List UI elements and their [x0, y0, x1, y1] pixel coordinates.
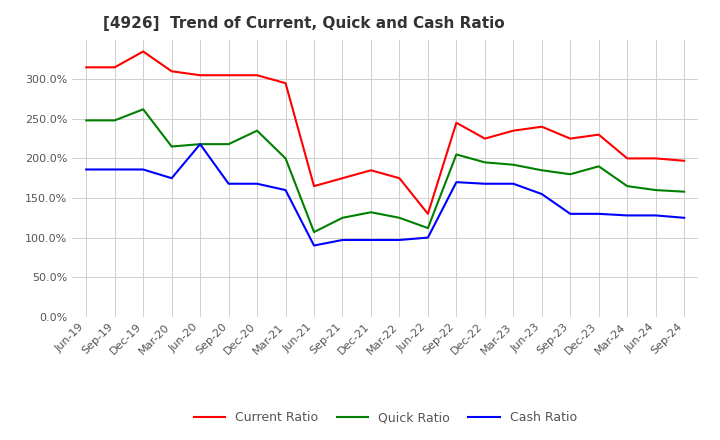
Quick Ratio: [366, 209, 375, 215]
Quick Ratio: [225, 142, 233, 147]
Quick Ratio: [509, 162, 518, 167]
Current Ratio: [537, 124, 546, 129]
Cash Ratio: [366, 237, 375, 242]
Current Ratio: [110, 65, 119, 70]
Current Ratio: [566, 136, 575, 141]
Current Ratio: [395, 176, 404, 181]
Quick Ratio: [395, 215, 404, 220]
Current Ratio: [196, 73, 204, 78]
Cash Ratio: [82, 167, 91, 172]
Cash Ratio: [110, 167, 119, 172]
Current Ratio: [139, 49, 148, 54]
Quick Ratio: [652, 187, 660, 193]
Quick Ratio: [566, 172, 575, 177]
Quick Ratio: [310, 229, 318, 235]
Current Ratio: [509, 128, 518, 133]
Current Ratio: [282, 81, 290, 86]
Quick Ratio: [82, 118, 91, 123]
Cash Ratio: [509, 181, 518, 187]
Cash Ratio: [423, 235, 432, 240]
Cash Ratio: [680, 215, 688, 220]
Cash Ratio: [566, 211, 575, 216]
Cash Ratio: [623, 213, 631, 218]
Line: Cash Ratio: Cash Ratio: [86, 144, 684, 246]
Quick Ratio: [338, 215, 347, 220]
Quick Ratio: [623, 183, 631, 189]
Quick Ratio: [595, 164, 603, 169]
Cash Ratio: [139, 167, 148, 172]
Current Ratio: [423, 211, 432, 216]
Quick Ratio: [423, 225, 432, 231]
Current Ratio: [253, 73, 261, 78]
Cash Ratio: [395, 237, 404, 242]
Quick Ratio: [452, 152, 461, 157]
Cash Ratio: [310, 243, 318, 248]
Quick Ratio: [167, 144, 176, 149]
Quick Ratio: [110, 118, 119, 123]
Line: Current Ratio: Current Ratio: [86, 51, 684, 214]
Current Ratio: [82, 65, 91, 70]
Cash Ratio: [480, 181, 489, 187]
Current Ratio: [652, 156, 660, 161]
Current Ratio: [452, 120, 461, 125]
Quick Ratio: [282, 156, 290, 161]
Cash Ratio: [452, 180, 461, 185]
Current Ratio: [310, 183, 318, 189]
Current Ratio: [680, 158, 688, 163]
Text: [4926]  Trend of Current, Quick and Cash Ratio: [4926] Trend of Current, Quick and Cash …: [104, 16, 505, 32]
Cash Ratio: [196, 142, 204, 147]
Cash Ratio: [595, 211, 603, 216]
Cash Ratio: [338, 237, 347, 242]
Cash Ratio: [652, 213, 660, 218]
Quick Ratio: [253, 128, 261, 133]
Cash Ratio: [167, 176, 176, 181]
Current Ratio: [167, 69, 176, 74]
Current Ratio: [338, 176, 347, 181]
Cash Ratio: [282, 187, 290, 193]
Current Ratio: [623, 156, 631, 161]
Current Ratio: [480, 136, 489, 141]
Quick Ratio: [196, 142, 204, 147]
Quick Ratio: [680, 189, 688, 194]
Current Ratio: [225, 73, 233, 78]
Quick Ratio: [139, 106, 148, 112]
Quick Ratio: [480, 160, 489, 165]
Cash Ratio: [537, 191, 546, 197]
Line: Quick Ratio: Quick Ratio: [86, 109, 684, 232]
Legend: Current Ratio, Quick Ratio, Cash Ratio: Current Ratio, Quick Ratio, Cash Ratio: [189, 406, 582, 429]
Cash Ratio: [225, 181, 233, 187]
Quick Ratio: [537, 168, 546, 173]
Current Ratio: [366, 168, 375, 173]
Current Ratio: [595, 132, 603, 137]
Cash Ratio: [253, 181, 261, 187]
